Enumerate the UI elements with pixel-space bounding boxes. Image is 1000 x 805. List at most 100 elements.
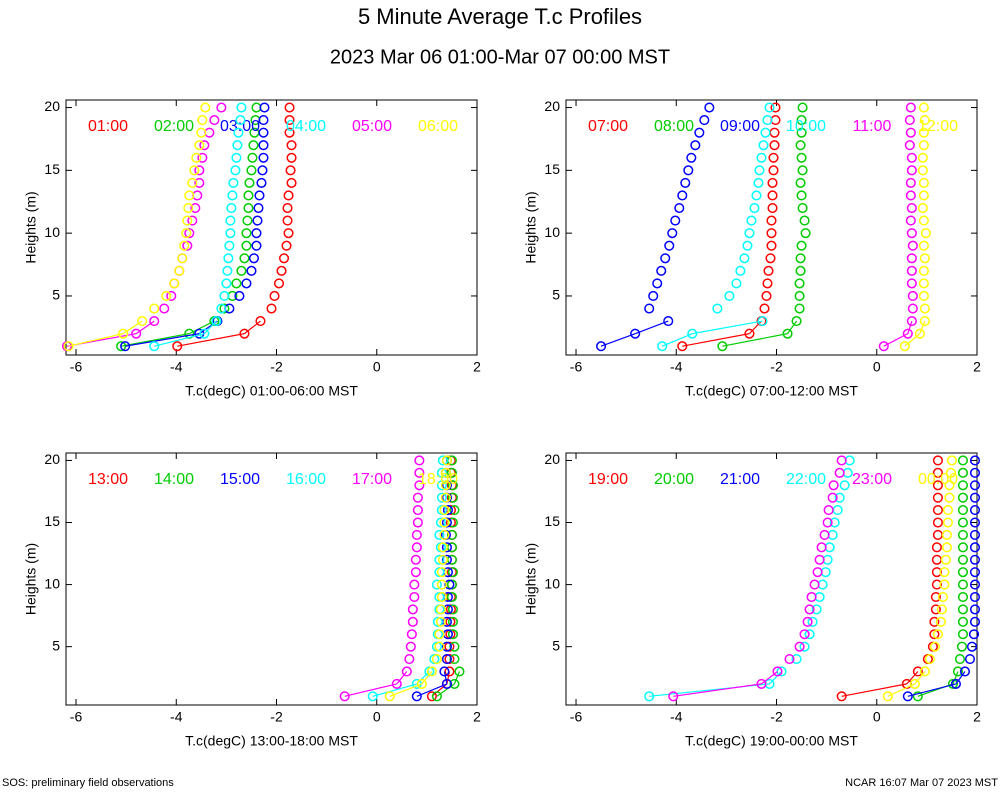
data-point (907, 240, 918, 251)
data-point (744, 228, 755, 239)
data-point (836, 455, 847, 466)
data-point (221, 278, 232, 289)
data-point (957, 480, 969, 491)
data-point (912, 666, 923, 677)
profile-segment (907, 320, 913, 334)
data-point (258, 127, 269, 138)
y-tick-label: 15 (44, 513, 60, 529)
data-point (677, 190, 688, 201)
data-point (412, 492, 423, 503)
data-point (149, 341, 160, 352)
legend-label: 00:00 (918, 471, 958, 488)
data-point (839, 480, 850, 491)
data-point (269, 290, 280, 302)
data-point (931, 567, 942, 578)
data-point (931, 542, 942, 553)
data-point (286, 152, 297, 163)
profile-segment (600, 333, 636, 347)
data-point (189, 165, 200, 176)
data-point (63, 341, 74, 352)
data-point (906, 165, 917, 176)
data-point (797, 102, 808, 113)
data-point (644, 303, 655, 314)
data-point (449, 654, 460, 665)
profile-segment (907, 683, 957, 697)
data-point (442, 505, 453, 516)
data-point (906, 278, 917, 289)
data-point (768, 152, 779, 163)
data-point (767, 190, 778, 201)
data-point (766, 228, 777, 239)
data-point (812, 567, 823, 578)
data-point (957, 505, 969, 516)
x-axis-label: T.c(degC) 01:00-06:00 MST (185, 383, 358, 399)
legend-label: 20:00 (654, 471, 694, 488)
data-point (761, 290, 772, 302)
data-point (969, 542, 981, 553)
x-tick-label: -6 (70, 709, 83, 725)
data-point (956, 641, 968, 652)
data-point (284, 115, 295, 126)
y-tick-label: 5 (552, 637, 560, 653)
profile-segment (443, 671, 448, 685)
data-point (401, 666, 412, 677)
data-point (796, 190, 807, 201)
data-point (717, 341, 728, 352)
data-point (200, 102, 211, 113)
data-point (802, 616, 813, 627)
data-point (283, 190, 294, 201)
legend-label: 07:00 (588, 118, 628, 135)
data-point (256, 177, 267, 188)
profile-segment (68, 333, 124, 347)
data-point (407, 616, 418, 627)
data-point (435, 616, 446, 627)
data-point (183, 202, 194, 214)
data-point (957, 492, 969, 503)
data-point (169, 278, 180, 289)
profile-segment (431, 683, 448, 697)
data-point (942, 517, 953, 528)
data-point (246, 265, 257, 276)
data-point (137, 316, 148, 327)
data-point (899, 341, 910, 352)
data-point (757, 316, 768, 327)
data-point (246, 165, 257, 176)
data-point (177, 253, 188, 264)
data-point (228, 177, 239, 188)
y-tick-label: 10 (544, 224, 560, 240)
data-point (190, 202, 201, 214)
data-point (906, 202, 917, 214)
data-point (225, 228, 236, 239)
data-point (416, 678, 427, 689)
data-point (657, 341, 668, 352)
data-point (712, 303, 723, 314)
data-point (919, 303, 930, 314)
data-point (227, 190, 238, 201)
y-tick-label: 10 (544, 575, 560, 591)
x-tick-label: -4 (170, 359, 183, 375)
data-point (794, 641, 805, 652)
data-point (772, 666, 783, 677)
data-point (878, 341, 889, 352)
data-point (255, 316, 266, 327)
data-point (216, 303, 227, 314)
data-point (797, 165, 808, 176)
data-point (670, 215, 681, 226)
data-point (194, 165, 205, 176)
legend-label: 13:00 (88, 471, 128, 488)
legend-label: 17:00 (352, 471, 392, 488)
data-point (690, 140, 701, 151)
data-point (804, 604, 815, 615)
data-point (904, 115, 915, 126)
data-point (804, 629, 815, 640)
data-point (760, 127, 771, 138)
x-tick-label: -2 (770, 709, 783, 725)
profile-segment (914, 671, 926, 685)
plot-frame (565, 99, 978, 356)
data-point (902, 328, 913, 339)
data-point (917, 202, 928, 214)
data-point (339, 691, 350, 702)
data-point (957, 455, 969, 466)
data-point (444, 666, 455, 677)
